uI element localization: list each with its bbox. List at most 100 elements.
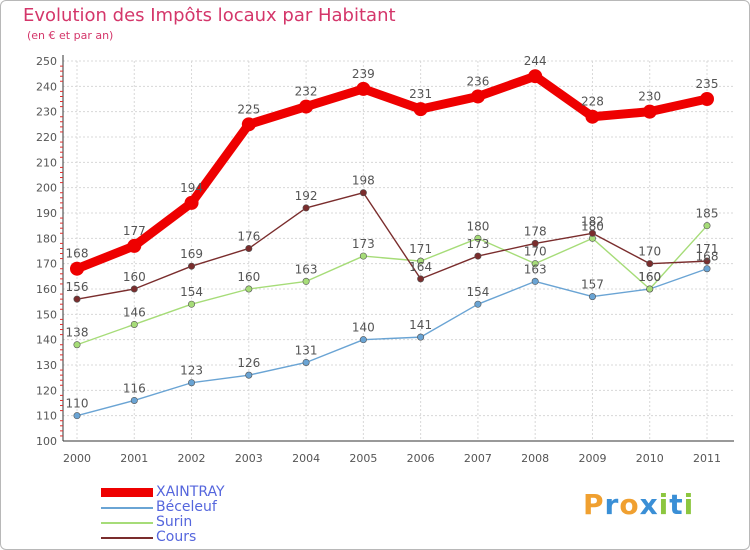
data-point-beceleuf [302,358,310,366]
y-tick-label: 190 [36,207,57,220]
series-line-cours [76,192,708,300]
series-group [70,69,714,420]
x-tick-label: 2007 [464,452,492,465]
data-label-xaintray: 230 [638,90,661,104]
legend-label-cours: Cours [156,529,197,545]
data-label-surin: 138 [66,326,89,340]
x-tick-label: 2005 [349,452,377,465]
y-tick-label: 200 [36,182,57,195]
data-label-surin: 154 [180,285,203,299]
data-label-beceleuf: 163 [524,262,547,276]
data-point-surin [417,257,425,265]
y-tick-label: 130 [36,359,57,372]
y-tick-label: 210 [36,156,57,169]
data-label-cours: 173 [466,237,489,251]
y-tick-label: 230 [36,106,57,119]
data-label-beceleuf: 141 [409,318,432,332]
grid-lines [63,60,734,442]
data-point-surin [359,252,367,260]
y-tick-label: 240 [36,80,57,93]
data-point-beceleuf [130,396,138,404]
logo-letter: r [604,488,620,521]
data-label-xaintray: 236 [466,74,489,88]
data-label-surin: 146 [123,305,146,319]
logo-letter: x [639,488,659,521]
data-label-cours: 156 [66,280,89,294]
data-point-cours [130,285,138,293]
data-point-cours [188,262,196,270]
logo-letter: t [669,488,684,521]
x-tick-label: 2000 [63,452,91,465]
data-label-beceleuf: 110 [66,397,89,411]
data-point-xaintray [585,109,600,124]
data-label-surin: 185 [696,207,719,221]
x-tick-label: 2003 [235,452,263,465]
y-tick-label: 120 [36,384,57,397]
data-point-beceleuf [188,379,196,387]
data-label-beceleuf: 140 [352,321,375,335]
data-label-beceleuf: 123 [180,364,203,378]
data-label-surin: 171 [409,242,432,256]
data-point-beceleuf [417,333,425,341]
data-point-surin [703,222,711,230]
data-label-xaintray: 239 [352,67,375,81]
data-point-xaintray [70,261,84,276]
data-label-xaintray: 177 [123,224,146,238]
series-line-surin [76,224,708,346]
data-label-cours: 171 [696,242,719,256]
data-label-surin: 173 [352,237,375,251]
data-point-xaintray [356,81,371,96]
legend-label-surin: Surin [156,514,193,530]
data-label-surin: 160 [638,270,661,284]
data-label-cours: 169 [180,247,203,261]
x-tick-label: 2006 [407,452,435,465]
data-label-surin: 180 [466,219,489,233]
data-point-cours [302,204,310,212]
data-label-cours: 164 [409,260,432,274]
data-label-xaintray: 244 [524,54,547,68]
data-point-surin [646,285,654,293]
data-label-surin: 163 [295,262,318,276]
data-label-cours: 170 [638,245,661,259]
data-label-xaintray: 194 [180,181,203,195]
data-point-cours [245,244,253,252]
data-label-beceleuf: 154 [466,285,489,299]
data-label-surin: 170 [524,245,547,259]
x-tick-label: 2011 [693,452,721,465]
series-line-beceleuf [76,268,708,417]
data-label-xaintray: 168 [66,247,89,261]
data-point-surin [188,300,196,308]
data-label-cours: 160 [123,270,146,284]
data-label-beceleuf: 168 [696,250,719,264]
data-point-xaintray [413,102,428,117]
legend-label-xaintray: XAINTRAY [156,484,225,500]
data-labels: 110 116 123 126 131 140 141 154 163 157 160 168 138 1… [66,54,719,410]
data-point-surin [474,234,482,242]
data-label-beceleuf: 160 [638,270,661,284]
data-point-xaintray [299,99,314,114]
y-tick-label: 100 [36,435,57,448]
data-point-surin [130,320,138,328]
chart-title: Evolution des Impôts locaux par Habitant [23,5,396,26]
data-point-xaintray [241,117,256,132]
logo-letter: i [658,488,670,521]
x-tick-label: 2002 [178,452,206,465]
data-point-cours [417,275,425,283]
data-point-xaintray [184,195,199,210]
y-tick-label: 110 [36,410,57,423]
data-point-cours [359,189,367,197]
data-label-xaintray: 231 [409,87,432,101]
data-label-beceleuf: 116 [123,381,146,395]
data-label-xaintray: 232 [295,85,318,99]
logo-letter: o [619,488,640,521]
y-tick-label: 150 [36,308,57,321]
data-point-surin [73,341,81,349]
data-point-surin [245,285,253,293]
data-point-cours [588,229,596,237]
x-tick-label: 2009 [578,452,606,465]
data-point-beceleuf [703,265,711,273]
logo-letter: i [683,488,695,521]
data-point-cours [474,252,482,260]
logo-letter: P [583,488,605,521]
